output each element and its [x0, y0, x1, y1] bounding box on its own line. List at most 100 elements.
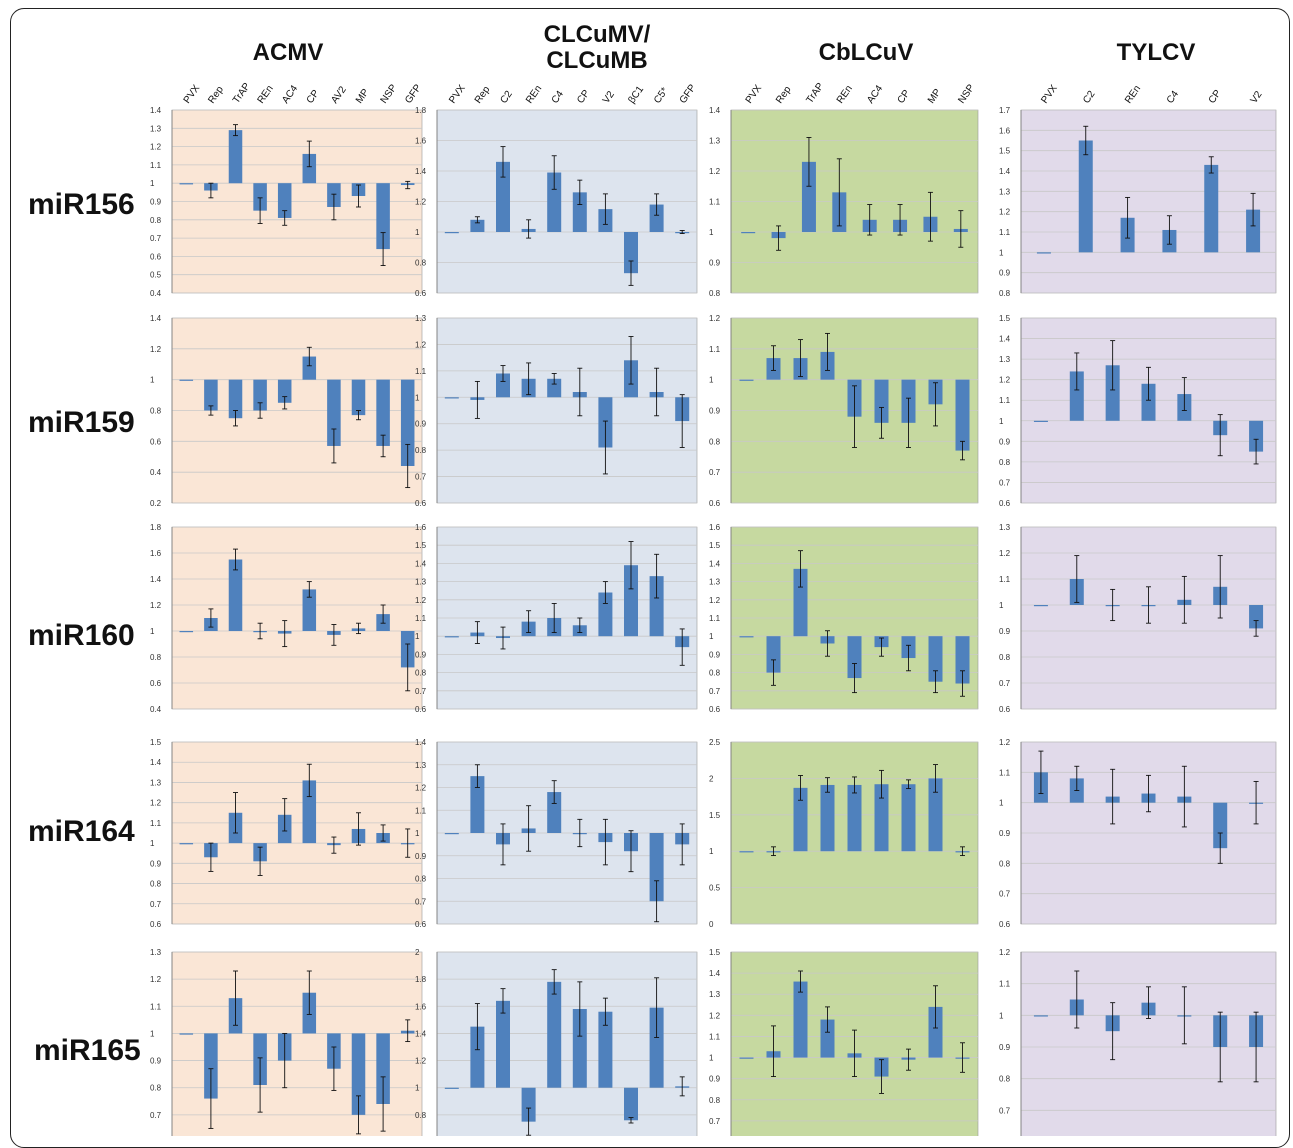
- panel-clcumv-clcumb-mir164-bar: [649, 833, 664, 902]
- panel-cblcuv-mir165-bar: [820, 1019, 835, 1058]
- panel-cblcuv-mir156-category-label: MP: [926, 87, 944, 106]
- panel-cblcuv-mir156-category-label: TrAP: [804, 81, 826, 106]
- panel-clcumv-clcumb-mir160-tick-label: 1: [415, 632, 420, 641]
- panel-acmv-mir156-category-label: MP: [354, 87, 372, 106]
- panel-acmv-mir160-bar: [228, 559, 243, 631]
- panel-clcumv-clcumb-mir159-tick-label: 1.3: [415, 314, 427, 323]
- panel-clcumv-clcumb-mir160-tick-label: 0.8: [415, 669, 427, 678]
- panel-clcumv-clcumb-mir165-bar: [624, 1087, 638, 1121]
- panel-acmv-mir156-category-label: Rep: [206, 84, 226, 106]
- panel-cblcuv-mir160-tick-label: 0.8: [709, 669, 721, 678]
- panel-cblcuv-mir156-bar: [741, 232, 756, 234]
- panel-cblcuv-mir160-tick-label: 1.1: [709, 614, 721, 623]
- panel-acmv-mir164-tick-label: 1.3: [150, 778, 162, 787]
- panel-clcumv-clcumb-mir164-tick-label: 1.2: [415, 784, 427, 793]
- panel-clcumv-clcumb-mir159-tick-label: 0.6: [415, 499, 427, 508]
- column-title-cblcuv: CbLCuV: [819, 39, 914, 66]
- panel-clcumv-clcumb-mir160-bar: [624, 565, 638, 637]
- panel-cblcuv-mir165-bar: [793, 981, 808, 1058]
- panel-cblcuv-mir160-tick-label: 0.9: [709, 650, 721, 659]
- panel-acmv-mir165-tick-label: 1.1: [150, 1002, 162, 1011]
- panel-cblcuv-mir165-tick-label: 1.5: [709, 948, 721, 957]
- panel-cblcuv-mir160-bar: [739, 636, 754, 638]
- panel-tylcv-mir156-tick-label: 1.7: [999, 106, 1011, 115]
- panel-acmv-mir159-bar: [351, 379, 366, 416]
- panel-cblcuv-mir156-tick-label: 0.8: [709, 289, 721, 298]
- panel-tylcv-mir165-background: [1020, 951, 1277, 1136]
- panel-clcumv-clcumb-mir165-tick-label: 1.2: [415, 1057, 427, 1066]
- panel-tylcv-mir159-bar: [1033, 420, 1048, 422]
- panel-clcumv-clcumb-mir165-bar: [649, 1007, 664, 1088]
- panel-acmv-mir165-tick-label: 1: [150, 1029, 155, 1038]
- panel-tylcv-mir156-tick-label: 1.4: [999, 167, 1011, 176]
- panel-cblcuv-mir159-bar: [955, 379, 970, 451]
- panel-cblcuv-mir164-tick-label: 0.5: [709, 884, 721, 893]
- panel-clcumv-clcumb-mir165-tick-label: 1.4: [415, 1029, 427, 1038]
- panel-clcumv-clcumb-mir165-bar: [496, 1000, 510, 1088]
- panel-acmv-mir160-tick-label: 0.6: [150, 679, 162, 688]
- panel-clcumv-clcumb-mir156-tick-label: 1.8: [415, 106, 427, 115]
- panel-acmv-mir156-bar: [179, 183, 194, 185]
- panel-acmv-mir159-bar: [400, 379, 415, 466]
- panel-clcumv-clcumb-mir156-category-label: GFP: [678, 82, 699, 105]
- panel-clcumv-clcumb-mir159-tick-label: 1: [415, 393, 420, 402]
- panel-acmv-mir159-tick-label: 1: [150, 376, 155, 385]
- panel-cblcuv-mir164-tick-label: 0: [709, 920, 714, 929]
- panel-tylcv-mir159-tick-label: 1: [999, 417, 1004, 426]
- panel-acmv-mir164-bar: [179, 843, 194, 845]
- panel-clcumv-clcumb-mir156-category-label: C5*: [652, 86, 671, 106]
- panel-acmv-mir156-category-label: TrAP: [231, 81, 253, 106]
- panel-acmv-mir160-tick-label: 1.4: [150, 575, 162, 584]
- panel-cblcuv-mir165-bar: [739, 1057, 754, 1059]
- panel-cblcuv-mir160-bar: [766, 636, 781, 673]
- panel-acmv-mir156-tick-label: 0.7: [150, 234, 162, 243]
- panel-acmv-mir156-category-label: PVX: [182, 83, 203, 106]
- panel-acmv-mir156-tick-label: 0.8: [150, 216, 162, 225]
- panel-acmv-mir160-bar: [302, 589, 317, 631]
- panel-tylcv-mir156-tick-label: 1.5: [999, 147, 1011, 156]
- panel-cblcuv-mir160-tick-label: 1.2: [709, 596, 721, 605]
- panel-cblcuv-mir160-tick-label: 1.3: [709, 578, 721, 587]
- column-title-acmv: ACMV: [253, 39, 324, 66]
- panel-cblcuv-mir160-tick-label: 0.7: [709, 687, 721, 696]
- panel-acmv-mir159-bar: [228, 379, 243, 419]
- panel-cblcuv-mir165-tick-label: 0.9: [709, 1075, 721, 1084]
- panel-cblcuv-mir159-tick-label: 0.6: [709, 499, 721, 508]
- panel-acmv-mir159-tick-label: 0.8: [150, 407, 162, 416]
- panel-tylcv-mir160-tick-label: 1.1: [999, 575, 1011, 584]
- panel-cblcuv-mir159-bar: [739, 379, 754, 381]
- panel-acmv-mir156-tick-label: 1.4: [150, 106, 162, 115]
- panel-clcumv-clcumb-mir164-tick-label: 1.3: [415, 761, 427, 770]
- panel-clcumv-clcumb-mir156-tick-label: 1.4: [415, 167, 427, 176]
- panel-cblcuv-mir164-bar: [793, 787, 808, 852]
- panel-tylcv-mir164-tick-label: 0.9: [999, 829, 1011, 838]
- panel-acmv-mir165-bar: [376, 1033, 390, 1104]
- panel-acmv-mir164-tick-label: 0.8: [150, 880, 162, 889]
- panel-acmv-mir156-bar: [228, 130, 243, 184]
- panel-clcumv-clcumb-mir164-bar: [444, 833, 459, 835]
- panel-clcumv-clcumb-mir159-tick-label: 0.8: [415, 446, 427, 455]
- panel-tylcv-mir164-tick-label: 0.7: [999, 890, 1011, 899]
- panel-tylcv-mir159-bar: [1105, 365, 1120, 421]
- panel-acmv-mir159-tick-label: 0.4: [150, 468, 162, 477]
- panel-cblcuv-mir165-tick-label: 1.2: [709, 1011, 721, 1020]
- panel-tylcv-mir160-tick-label: 0.6: [999, 705, 1011, 714]
- panel-clcumv-clcumb-mir164-tick-label: 1.4: [415, 738, 427, 747]
- panel-clcumv-clcumb-mir160-tick-label: 1.1: [415, 614, 427, 623]
- panel-cblcuv-mir160-tick-label: 0.6: [709, 705, 721, 714]
- panel-clcumv-clcumb-mir159-tick-label: 0.7: [415, 473, 427, 482]
- panel-clcumv-clcumb-mir160-tick-label: 0.6: [415, 705, 427, 714]
- panel-clcumv-clcumb-mir156-tick-label: 1.2: [415, 198, 427, 207]
- panel-tylcv-mir156-background: [1020, 109, 1277, 294]
- panel-tylcv-mir164-tick-label: 1.2: [999, 738, 1011, 747]
- panel-clcumv-clcumb-mir156-tick-label: 0.6: [415, 289, 427, 298]
- panel-acmv-mir159-bar: [204, 379, 218, 411]
- panel-cblcuv-mir159-bar: [874, 379, 889, 423]
- panel-acmv-mir159-bar: [179, 379, 194, 381]
- panel-acmv-mir164-tick-label: 0.6: [150, 920, 162, 929]
- panel-cblcuv-mir160-tick-label: 1.4: [709, 559, 721, 568]
- panel-tylcv-mir159-tick-label: 0.9: [999, 437, 1011, 446]
- panel-clcumv-clcumb-mir165-bar: [572, 1009, 587, 1088]
- panel-clcumv-clcumb-mir164-bar: [547, 792, 562, 833]
- panel-cblcuv-mir165-tick-label: 1.3: [709, 990, 721, 999]
